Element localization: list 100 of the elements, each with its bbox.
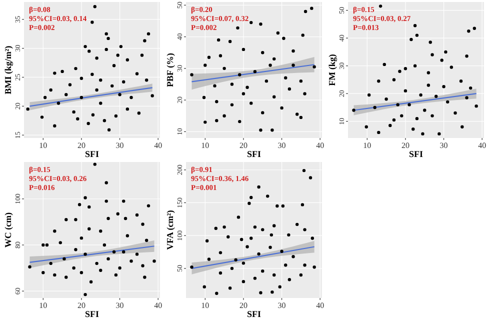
- point: [310, 236, 314, 240]
- point: [259, 22, 262, 26]
- point: [246, 86, 249, 89]
- x-tick-label: 30: [116, 301, 124, 310]
- x-tick-label: 40: [316, 141, 324, 150]
- point: [122, 250, 126, 254]
- point: [114, 114, 118, 118]
- point: [84, 44, 87, 48]
- point: [26, 107, 30, 111]
- point: [259, 291, 262, 294]
- point: [410, 38, 413, 42]
- point: [222, 66, 226, 70]
- x-axis-title: SFI: [246, 149, 262, 159]
- point: [296, 112, 299, 116]
- point: [215, 100, 218, 104]
- point: [78, 203, 82, 206]
- point: [430, 114, 434, 118]
- point: [240, 238, 244, 242]
- point: [28, 265, 32, 268]
- point: [250, 236, 253, 240]
- point: [99, 268, 102, 272]
- point: [242, 262, 246, 265]
- point: [126, 58, 130, 62]
- point: [312, 65, 316, 68]
- point: [465, 96, 468, 100]
- point: [64, 92, 68, 96]
- point: [284, 76, 288, 80]
- point: [216, 38, 220, 42]
- point: [404, 89, 408, 92]
- point: [64, 218, 68, 222]
- x-tick-label: 20: [239, 301, 248, 310]
- point: [266, 194, 270, 198]
- point: [141, 222, 144, 226]
- point: [284, 264, 288, 267]
- point: [282, 36, 286, 40]
- point: [230, 82, 234, 86]
- point: [99, 102, 102, 105]
- point: [236, 26, 240, 30]
- point: [272, 224, 276, 228]
- point: [146, 32, 150, 36]
- point: [292, 64, 295, 67]
- x-tick-label: 10: [39, 301, 48, 310]
- point: [474, 104, 478, 108]
- point: [472, 26, 476, 30]
- point: [207, 56, 211, 59]
- point: [308, 176, 312, 180]
- point: [74, 248, 78, 252]
- point: [238, 73, 242, 76]
- point: [49, 88, 52, 92]
- point: [288, 278, 292, 282]
- point: [80, 96, 84, 100]
- point: [242, 92, 246, 96]
- point: [40, 116, 44, 119]
- point: [215, 119, 218, 122]
- point: [230, 266, 234, 270]
- point: [84, 196, 87, 200]
- point: [430, 53, 434, 56]
- point: [62, 257, 66, 260]
- point: [367, 93, 371, 97]
- point: [74, 218, 78, 222]
- point: [270, 128, 274, 132]
- point: [465, 54, 468, 58]
- x-tick-label: 30: [278, 141, 286, 150]
- point: [190, 73, 194, 76]
- x-tick-label: 30: [440, 141, 448, 150]
- point: [218, 271, 222, 275]
- point: [86, 122, 90, 126]
- point: [468, 86, 472, 90]
- point: [135, 252, 139, 256]
- x-tick-label: 20: [77, 141, 86, 150]
- point: [280, 106, 284, 110]
- point: [434, 94, 438, 98]
- point: [95, 56, 98, 60]
- point: [90, 20, 94, 24]
- point: [261, 228, 264, 232]
- point: [135, 213, 139, 217]
- point: [426, 84, 430, 87]
- point: [104, 48, 108, 52]
- point: [234, 258, 238, 262]
- point: [88, 227, 91, 230]
- point: [299, 116, 303, 120]
- x-tick-label: 10: [201, 301, 210, 310]
- point: [257, 185, 260, 189]
- point: [106, 257, 110, 260]
- point: [89, 280, 93, 284]
- y-axis-title: BMI (kg/m²): [3, 46, 13, 94]
- x-tick-label: 30: [278, 301, 286, 310]
- point: [312, 266, 316, 269]
- point: [303, 264, 306, 267]
- point: [84, 292, 87, 296]
- point: [423, 108, 426, 112]
- point: [392, 78, 396, 82]
- point: [250, 102, 253, 105]
- point: [301, 34, 304, 37]
- point: [68, 83, 72, 86]
- x-tick-label: 40: [154, 141, 162, 150]
- point: [250, 196, 253, 200]
- point: [90, 72, 94, 76]
- point: [104, 181, 108, 184]
- point: [205, 239, 209, 242]
